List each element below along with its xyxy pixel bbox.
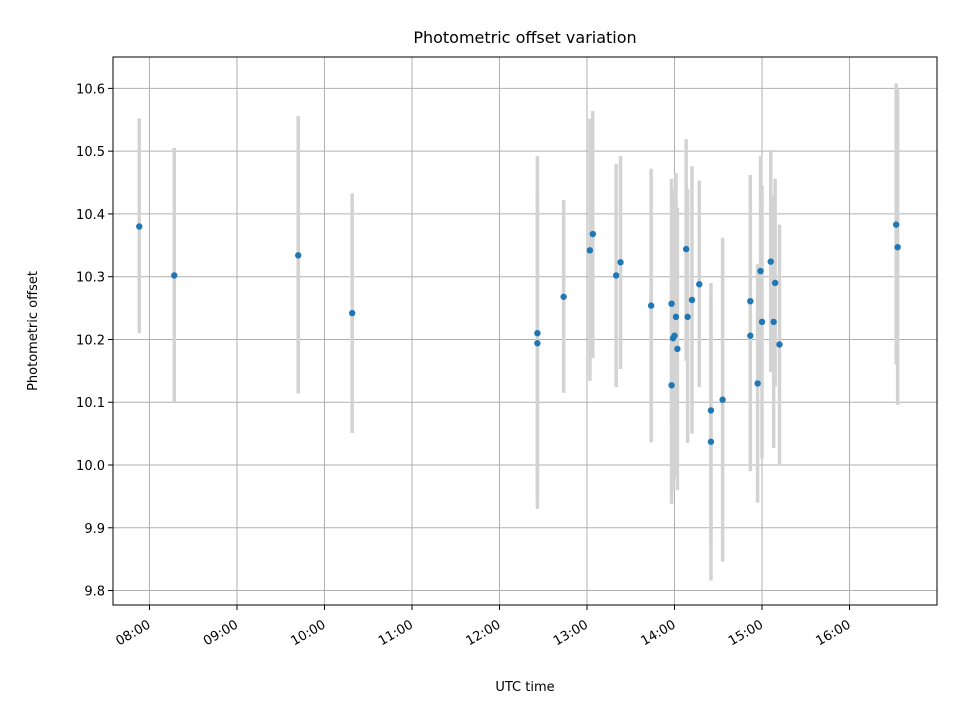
y-axis-ticks: 9.8 9.9 10.0 10.1 10.2 10.3 10.4 10.5 10.6 <box>76 82 113 600</box>
data-point <box>586 247 594 254</box>
data-point <box>754 380 761 387</box>
data-point <box>776 341 783 348</box>
error-bars <box>137 83 900 581</box>
y-axis-label: Photometric offset <box>26 271 41 391</box>
y-tick-label: 10.5 <box>76 145 105 160</box>
x-tick-label: 08:00 <box>114 617 154 649</box>
data-point <box>668 382 675 389</box>
data-point <box>672 313 680 321</box>
data-points <box>136 221 901 445</box>
data-point <box>770 318 777 326</box>
data-point <box>348 309 356 317</box>
x-axis-label: UTC time <box>495 680 554 695</box>
data-point <box>674 345 681 353</box>
data-point <box>757 267 764 275</box>
data-point <box>707 438 715 445</box>
data-point <box>767 258 774 265</box>
plot-frame <box>112 56 938 606</box>
data-point <box>747 332 754 339</box>
data-point <box>534 329 541 337</box>
data-point <box>560 293 567 300</box>
y-tick-label: 10.3 <box>76 271 105 286</box>
data-point <box>758 318 766 326</box>
data-point <box>684 313 691 321</box>
data-point <box>747 297 754 305</box>
x-tick-label: 09:00 <box>201 617 241 649</box>
data-point <box>892 221 900 228</box>
y-tick-label: 10.6 <box>76 82 105 97</box>
x-tick-label: 12:00 <box>464 617 504 649</box>
data-point <box>295 252 302 259</box>
data-point <box>682 245 690 253</box>
data-point <box>707 407 715 414</box>
data-point <box>671 332 678 339</box>
data-point <box>617 259 624 266</box>
y-tick-label: 10.2 <box>76 333 105 348</box>
data-point <box>688 296 696 304</box>
x-tick-label: 16:00 <box>814 617 854 649</box>
y-tick-label: 9.9 <box>84 522 105 537</box>
x-tick-label: 15:00 <box>726 617 766 649</box>
x-axis-ticks: 08:00 09:00 10:00 11:00 12:00 13:00 14:00 15:00… <box>114 605 854 649</box>
data-point <box>171 272 178 279</box>
data-point <box>894 243 901 251</box>
data-point <box>771 279 779 287</box>
x-tick-label: 14:00 <box>639 617 679 649</box>
data-point <box>589 230 597 238</box>
chart-title: Photometric offset variation <box>413 28 636 47</box>
y-tick-label: 10.1 <box>76 396 105 411</box>
data-point <box>719 396 726 403</box>
data-point <box>668 300 675 307</box>
x-tick-label: 11:00 <box>376 617 416 649</box>
data-point <box>612 272 620 279</box>
data-point <box>696 281 703 288</box>
grid <box>113 57 937 605</box>
y-tick-label: 9.8 <box>84 585 105 600</box>
y-tick-label: 10.4 <box>76 208 105 223</box>
data-point <box>534 340 541 347</box>
x-tick-label: 10:00 <box>289 617 329 649</box>
data-point <box>136 223 143 230</box>
y-tick-label: 10.0 <box>76 459 105 474</box>
x-tick-label: 13:00 <box>551 617 591 649</box>
data-point <box>647 302 655 309</box>
